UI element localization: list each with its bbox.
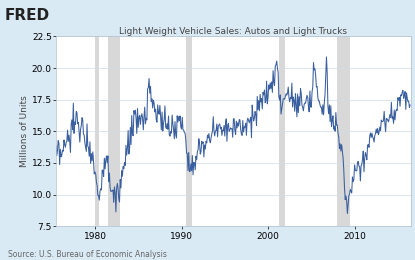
Y-axis label: Millions of Units: Millions of Units — [20, 95, 29, 167]
Bar — [95, 36, 99, 226]
Title: Light Weight Vehicle Sales: Autos and Light Trucks: Light Weight Vehicle Sales: Autos and Li… — [120, 27, 347, 36]
Bar — [186, 36, 192, 226]
Bar — [108, 36, 120, 226]
Bar — [279, 36, 285, 226]
Bar — [337, 36, 350, 226]
Text: FRED: FRED — [4, 8, 49, 23]
Text: Source: U.S. Bureau of Economic Analysis: Source: U.S. Bureau of Economic Analysis — [8, 250, 167, 259]
